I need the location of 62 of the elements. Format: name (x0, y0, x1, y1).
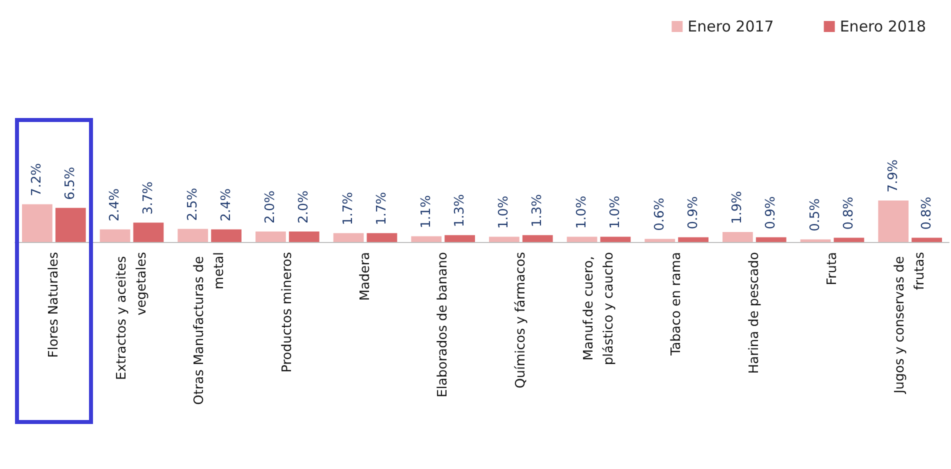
bar (288, 232, 320, 242)
x-tick-label: Elaborados de banano (436, 252, 451, 398)
bar (834, 238, 864, 242)
bar (178, 228, 208, 242)
data-label: 1.7% (341, 192, 356, 226)
data-label: 6.5% (63, 166, 78, 200)
bar (756, 237, 786, 242)
x-tick-label: Manuf.de cuero, plástico y caucho (581, 252, 616, 366)
bar (211, 229, 242, 242)
data-label: 2.4% (218, 188, 234, 222)
bar (566, 236, 598, 242)
x-tick-label: Tabaco en rama (669, 252, 684, 357)
data-label: 3.7% (140, 182, 156, 215)
data-label: 1.0% (574, 196, 590, 229)
data-label: 2.0% (296, 190, 312, 224)
data-label: 0.9% (686, 196, 701, 230)
bar (912, 238, 942, 242)
bar (22, 204, 52, 242)
bar (878, 200, 909, 242)
x-tick-label: Otras Manufacturas de metal (192, 252, 228, 405)
data-label: 0.5% (808, 198, 824, 232)
bar (644, 238, 676, 242)
bar (333, 233, 364, 242)
data-label: 7.2% (30, 163, 45, 196)
data-label: 1.0% (496, 196, 512, 229)
data-label: 0.9% (764, 196, 779, 230)
bar (600, 236, 631, 242)
x-tick-label: Flores Naturales (46, 252, 62, 358)
data-label: 2.0% (263, 190, 278, 224)
bar (133, 222, 164, 242)
bar (411, 236, 442, 242)
data-label: 2.5% (185, 188, 200, 221)
x-tick-label: Productos mineros (280, 252, 295, 373)
legend-label: Enero 2018 (840, 18, 926, 36)
bar (444, 235, 475, 242)
bar (55, 208, 86, 242)
data-label: 1.3% (530, 194, 546, 228)
legend-label: Enero 2017 (688, 18, 774, 36)
data-label: 1.1% (418, 195, 434, 228)
bar (100, 229, 130, 242)
bar (489, 236, 520, 242)
data-label: 0.8% (841, 196, 856, 230)
bar (800, 239, 831, 242)
data-label: 1.9% (730, 190, 746, 224)
bar (722, 232, 753, 242)
data-label: 0.6% (652, 198, 668, 231)
x-tick-label: Fruta (824, 252, 840, 286)
x-tick-label: Químicos y fármacos (513, 252, 528, 388)
data-label: 0.8% (919, 196, 934, 230)
bar (678, 237, 708, 242)
bar (366, 233, 398, 242)
data-label: 1.3% (452, 194, 468, 228)
bar (522, 235, 553, 242)
x-tick-label: Jugos y conservas de frutas (892, 252, 928, 394)
bar (256, 232, 286, 242)
x-tick-label: Harina de pescado (746, 252, 762, 374)
x-tick-label: Extractos y aceites vegetales (114, 252, 150, 380)
x-tick-label: Madera (358, 252, 373, 301)
data-label: 7.9% (886, 159, 901, 193)
data-label: 1.0% (608, 196, 623, 229)
data-label: 2.4% (108, 188, 123, 222)
data-label: 1.7% (374, 192, 390, 226)
